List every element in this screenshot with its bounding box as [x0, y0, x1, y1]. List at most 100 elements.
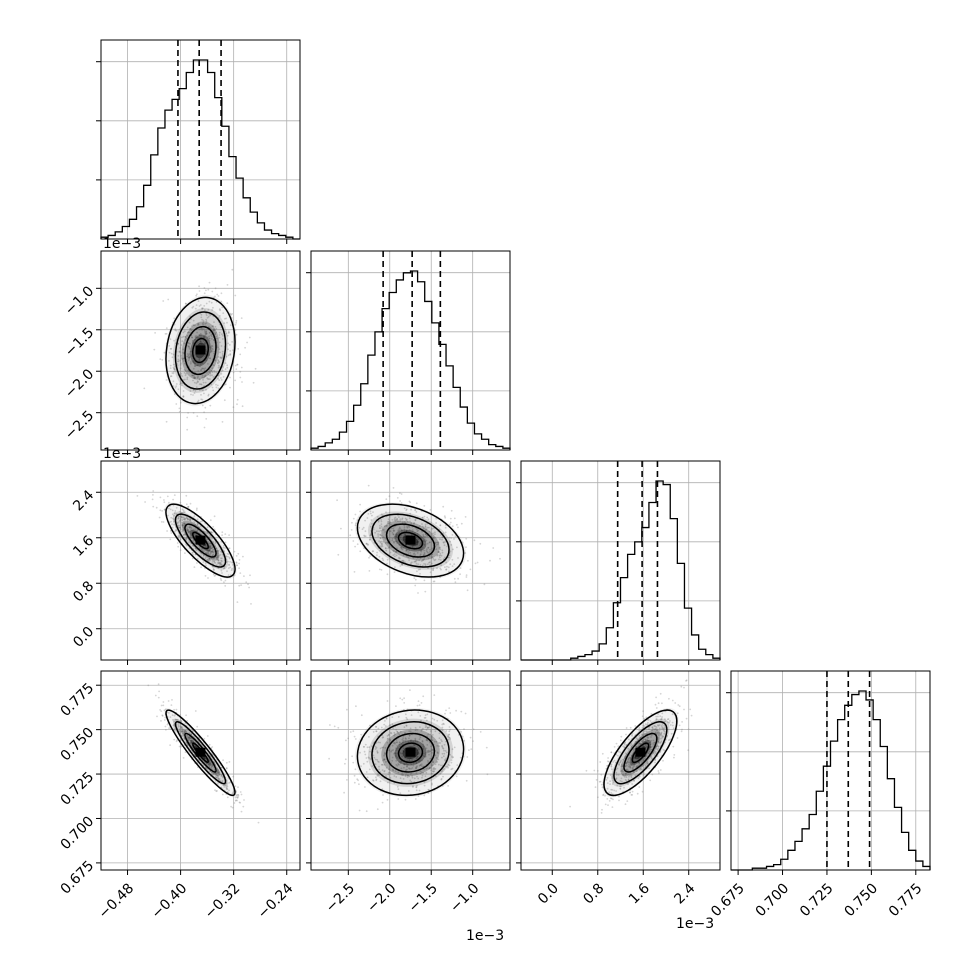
sample-point	[204, 407, 206, 409]
sample-point	[144, 501, 146, 503]
sample-point	[466, 576, 468, 578]
sample-point	[228, 534, 230, 536]
sample-point	[358, 783, 360, 785]
sample-point	[222, 759, 224, 761]
sample-point	[354, 782, 356, 784]
sample-point	[417, 705, 419, 707]
sample-point	[450, 522, 452, 524]
sample-point	[180, 402, 182, 404]
sample-point	[605, 804, 607, 806]
sample-point	[631, 794, 633, 796]
sample-point	[448, 707, 450, 709]
sample-point	[465, 538, 467, 540]
sample-point	[377, 808, 379, 810]
sample-point	[409, 689, 411, 691]
sample-point	[357, 543, 359, 545]
sample-point	[159, 517, 161, 519]
sample-point	[668, 698, 670, 700]
sample-point	[601, 809, 603, 811]
sample-point	[466, 780, 468, 782]
sample-point	[409, 502, 411, 504]
sample-point	[403, 702, 405, 704]
sample-point	[445, 710, 447, 712]
sample-point	[637, 793, 639, 795]
sample-point	[199, 290, 201, 292]
sample-point	[395, 705, 397, 707]
sample-point	[473, 728, 475, 730]
sample-point	[355, 768, 357, 770]
sample-point	[163, 701, 165, 703]
sample-point	[236, 320, 238, 322]
sample-point	[455, 581, 457, 583]
sample-point	[467, 560, 469, 562]
sample-point	[607, 757, 609, 759]
sample-point	[180, 746, 182, 748]
sample-point	[235, 322, 237, 324]
sample-point	[239, 371, 241, 373]
sample-point	[222, 794, 224, 796]
sample-point	[456, 524, 458, 526]
sample-point	[233, 406, 235, 408]
sample-point	[385, 498, 387, 500]
sample-point	[169, 539, 171, 541]
sample-point	[480, 731, 482, 733]
sample-point	[424, 580, 426, 582]
sample-point	[353, 518, 355, 520]
sample-point	[625, 803, 627, 805]
x-tick-label: −0.24	[255, 880, 297, 922]
sample-point	[161, 510, 163, 512]
sample-point	[221, 534, 223, 536]
sample-point	[368, 557, 370, 559]
sample-point	[169, 744, 171, 746]
sample-point	[179, 746, 181, 748]
sample-point	[230, 806, 232, 808]
x-tick-label: 0.725	[797, 880, 837, 920]
sample-point	[161, 359, 163, 361]
sample-point	[472, 740, 474, 742]
sample-point	[359, 504, 361, 506]
sample-point	[677, 704, 679, 706]
sample-point	[379, 569, 381, 571]
sample-point	[620, 740, 622, 742]
sample-point	[215, 287, 217, 289]
sample-point	[359, 810, 361, 812]
sample-point	[354, 736, 356, 738]
sample-point	[253, 382, 255, 384]
sample-point	[232, 807, 234, 809]
sample-point	[599, 761, 601, 763]
scatter-panel-2-1	[306, 461, 510, 665]
sample-point	[328, 758, 330, 760]
sample-point	[218, 295, 220, 297]
sample-point	[460, 711, 462, 713]
sample-point	[200, 566, 202, 568]
sample-point	[235, 368, 237, 370]
sample-point	[161, 705, 163, 707]
sample-point	[203, 411, 205, 413]
sample-point	[359, 550, 361, 552]
sample-point	[237, 601, 239, 603]
sample-point	[599, 781, 601, 783]
sample-point	[449, 712, 451, 714]
sample-point	[393, 487, 395, 489]
sample-point	[177, 542, 179, 544]
sample-point	[204, 287, 206, 289]
sample-point	[163, 499, 165, 501]
scatter-panel-3-2	[516, 671, 720, 875]
sample-point	[357, 779, 359, 781]
x-tick-label: 0.750	[841, 880, 881, 920]
sample-point	[455, 710, 457, 712]
sample-point	[364, 786, 366, 788]
sample-point	[681, 721, 683, 723]
sample-point	[611, 751, 613, 753]
sample-point	[227, 796, 229, 798]
sample-point	[232, 776, 234, 778]
y-tick-label: −1.5	[62, 325, 97, 360]
scatter-panel-3-1	[306, 671, 510, 875]
sample-point	[179, 411, 181, 413]
sample-point	[620, 736, 622, 738]
x-tick-label: −1.5	[406, 880, 441, 915]
sample-point	[179, 408, 181, 410]
sample-point	[468, 749, 470, 751]
sample-point	[242, 806, 244, 808]
